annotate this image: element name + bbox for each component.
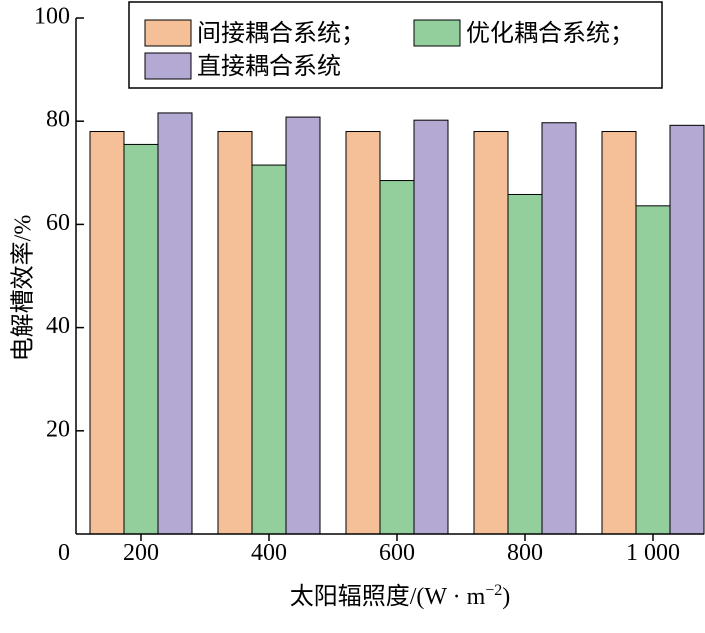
bar-s1-c4 [635, 205, 671, 535]
bar-s1-c1 [251, 164, 287, 535]
bar-s0-c3 [473, 131, 509, 535]
bars-group [89, 112, 705, 535]
x-axis-title-end: ) [502, 584, 510, 610]
x-tick-label: 1 000 [626, 540, 680, 566]
axes [75, 18, 704, 535]
bar-s1-c3 [507, 193, 543, 535]
y-axis-title: 电解槽效率/% [10, 215, 37, 362]
bar-s1-c0 [123, 143, 159, 535]
x-axis-title-main: 太阳辐照度/(W · m [290, 583, 486, 610]
legend-label-1: 优化耦合系统； [466, 20, 634, 47]
legend-swatch-1 [413, 19, 461, 47]
legend-label-2: 直接耦合系统 [197, 53, 341, 80]
bar-s0-c0 [89, 131, 125, 535]
legend-swatch-2 [144, 52, 192, 80]
y-tick-label: 60 [46, 210, 70, 236]
legend-label-0: 间接耦合系统； [197, 20, 365, 47]
bar-s2-c0 [157, 112, 193, 535]
x-axis-title-superscript: −2 [485, 582, 502, 599]
y-tick-label: 20 [46, 416, 70, 442]
bar-s2-c1 [285, 116, 321, 535]
bar-s2-c4 [669, 124, 705, 535]
y-tick-label: 80 [46, 107, 70, 133]
bar-s0-c1 [217, 131, 253, 535]
x-tick-label: 400 [251, 540, 287, 566]
x-tick-label: 800 [507, 540, 543, 566]
bar-s0-c4 [601, 131, 637, 535]
x-tick-label: 600 [379, 540, 415, 566]
legend: 间接耦合系统； 优化耦合系统； 直接耦合系统 [128, 1, 663, 89]
bar-s2-c3 [541, 122, 577, 535]
bar-s0-c2 [345, 131, 381, 535]
y-tick-label: 0 [58, 540, 70, 566]
bar-s2-c2 [413, 119, 449, 535]
y-tick-label: 40 [46, 313, 70, 339]
x-axis-title: 太阳辐照度/(W · m−2) [290, 582, 511, 610]
y-ticks: 0 20 40 60 80 100 [34, 4, 84, 566]
x-ticks: 200 400 600 800 1 000 [123, 534, 680, 566]
legend-box [128, 1, 663, 89]
legend-swatch-0 [144, 19, 192, 47]
y-tick-label: 100 [34, 4, 70, 30]
x-tick-label: 200 [123, 540, 159, 566]
bar-s1-c2 [379, 180, 415, 535]
